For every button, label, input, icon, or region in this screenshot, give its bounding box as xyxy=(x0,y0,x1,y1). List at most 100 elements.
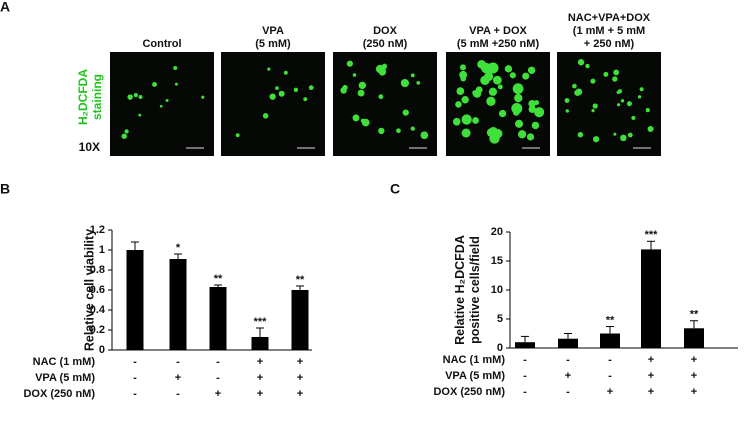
condition-sign: + xyxy=(648,354,654,366)
error-bar xyxy=(214,284,222,287)
condition-sign: + xyxy=(297,388,303,400)
column-label: (5 mM) xyxy=(255,38,291,50)
y-axis-label: Relative H₂DCFDA xyxy=(453,235,467,345)
condition-label: VPA (5 mM) xyxy=(35,372,95,384)
significance: ** xyxy=(606,314,615,326)
cell xyxy=(512,83,524,95)
cell xyxy=(577,131,584,138)
cell xyxy=(133,93,138,98)
significance: * xyxy=(176,242,181,254)
cell xyxy=(361,118,370,127)
cell xyxy=(645,107,650,113)
micrograph xyxy=(221,52,325,156)
cell xyxy=(504,65,513,73)
column-label: VPA + DOX xyxy=(469,25,527,37)
condition-sign: - xyxy=(523,386,527,398)
error-bar xyxy=(564,333,572,339)
micrograph xyxy=(110,52,214,156)
condition-sign: + xyxy=(257,388,263,400)
cell xyxy=(612,76,618,82)
cell xyxy=(472,90,478,96)
condition-sign: + xyxy=(648,370,654,382)
condition-label: NAC (1 mM) xyxy=(33,356,96,368)
condition-sign: + xyxy=(297,372,303,384)
cell xyxy=(526,133,535,141)
cell xyxy=(378,94,384,100)
condition-sign: - xyxy=(176,356,180,368)
cell xyxy=(647,126,654,133)
cell xyxy=(381,64,387,70)
error-bar xyxy=(690,320,698,329)
condition-label: VPA (5 mM) xyxy=(445,370,505,382)
condition-sign: + xyxy=(691,386,697,398)
condition-sign: - xyxy=(133,372,137,384)
cell xyxy=(585,63,590,69)
cell xyxy=(138,113,142,117)
cell xyxy=(509,72,516,79)
condition-sign: + xyxy=(691,354,697,366)
cell xyxy=(487,62,499,74)
y-tick-label: 0 xyxy=(497,342,503,354)
y-axis-label: positive cells/field xyxy=(468,236,482,344)
micrograph xyxy=(557,52,661,156)
cell xyxy=(357,89,365,97)
y-tick-label: 0 xyxy=(99,344,105,356)
cell xyxy=(378,127,385,135)
y-tick-label: 10 xyxy=(491,284,503,296)
bar xyxy=(169,259,187,350)
column-label: Control xyxy=(142,38,181,50)
cell xyxy=(400,78,410,88)
cell xyxy=(617,89,623,94)
cell xyxy=(303,97,308,102)
error-bar xyxy=(256,327,264,337)
cell xyxy=(517,130,527,139)
cell xyxy=(592,103,598,109)
condition-sign: + xyxy=(175,372,181,384)
cell xyxy=(275,86,279,90)
bar xyxy=(558,338,578,348)
cell xyxy=(481,61,487,67)
significance: ** xyxy=(690,309,699,321)
condition-sign: - xyxy=(523,370,527,382)
bar xyxy=(251,337,269,350)
y-tick-label: 20 xyxy=(491,226,503,238)
cell xyxy=(531,121,540,130)
cell xyxy=(514,93,523,103)
error-bar xyxy=(521,335,529,343)
cell xyxy=(480,75,490,86)
error-bar xyxy=(647,240,655,250)
cell xyxy=(269,93,276,100)
column-label: (1 mM + 5 mM xyxy=(573,25,645,37)
y-tick-label: 0.4 xyxy=(90,304,106,316)
cell xyxy=(577,59,585,66)
condition-label: DOX (250 nM) xyxy=(433,386,505,398)
cell xyxy=(620,99,625,103)
cell xyxy=(293,87,299,92)
condition-sign: + xyxy=(297,356,303,368)
condition-sign: - xyxy=(566,354,570,366)
condition-label: DOX (250 nM) xyxy=(23,388,95,400)
condition-sign: - xyxy=(608,370,612,382)
significance: ** xyxy=(296,274,305,286)
cell xyxy=(536,111,543,117)
cell xyxy=(637,95,642,99)
cell xyxy=(396,128,401,134)
condition-sign: + xyxy=(648,386,654,398)
y-tick-label: 0.6 xyxy=(90,284,105,296)
cell xyxy=(124,129,129,134)
cell xyxy=(174,82,178,86)
condition-sign: + xyxy=(565,370,571,382)
cell xyxy=(159,104,163,108)
cell xyxy=(528,105,536,114)
cell xyxy=(460,75,467,82)
cell xyxy=(515,119,524,128)
panel-letter: C xyxy=(390,181,400,197)
cell xyxy=(620,134,627,142)
condition-sign: - xyxy=(216,356,220,368)
cell xyxy=(528,99,536,108)
cell xyxy=(461,114,472,125)
cell xyxy=(308,85,314,91)
condition-sign: - xyxy=(523,354,527,366)
bar xyxy=(291,290,309,350)
